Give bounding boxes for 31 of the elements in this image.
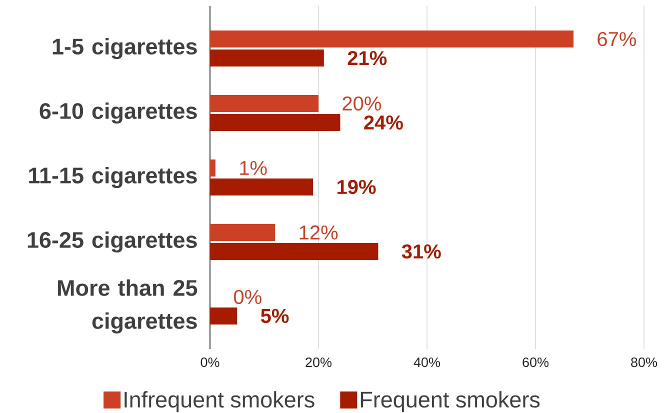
- data-label: 31%: [402, 244, 441, 259]
- bar: [210, 30, 574, 48]
- data-label: 67%: [598, 32, 636, 46]
- y-tick-label: 1-5 cigarettes: [52, 38, 197, 60]
- y-tick-label: 16-25 cigarettes: [28, 231, 197, 253]
- bar: [210, 178, 314, 196]
- legend-label: Infrequent smokers: [124, 391, 314, 412]
- data-label: 24%: [364, 115, 403, 130]
- x-tick-label: 20%: [306, 358, 332, 368]
- x-tick-label: 0%: [200, 358, 220, 368]
- data-label: 12%: [300, 225, 338, 240]
- bar: [210, 160, 216, 177]
- data-label: 20%: [342, 96, 382, 111]
- bar: [210, 114, 340, 132]
- x-tick-label: 80%: [631, 358, 658, 368]
- bar: [210, 307, 238, 324]
- data-label: 19%: [338, 180, 376, 194]
- bar: [210, 224, 276, 241]
- bar: [210, 95, 318, 112]
- data-label: 21%: [348, 50, 387, 66]
- y-tick-label: 11-15 cigarettes: [29, 166, 197, 188]
- bar: [210, 50, 324, 67]
- data-label: 0%: [234, 290, 262, 304]
- data-label: 5%: [260, 308, 289, 324]
- bar: [210, 242, 378, 260]
- legend-label: Frequent smokers: [360, 391, 540, 412]
- y-tick-label: 6-10 cigarettes: [40, 102, 197, 124]
- x-tick-label: 60%: [522, 358, 549, 368]
- y-tick-label: More than 25 cigarettes: [58, 279, 198, 334]
- x-tick-label: 40%: [414, 358, 440, 368]
- data-label: 1%: [240, 161, 267, 176]
